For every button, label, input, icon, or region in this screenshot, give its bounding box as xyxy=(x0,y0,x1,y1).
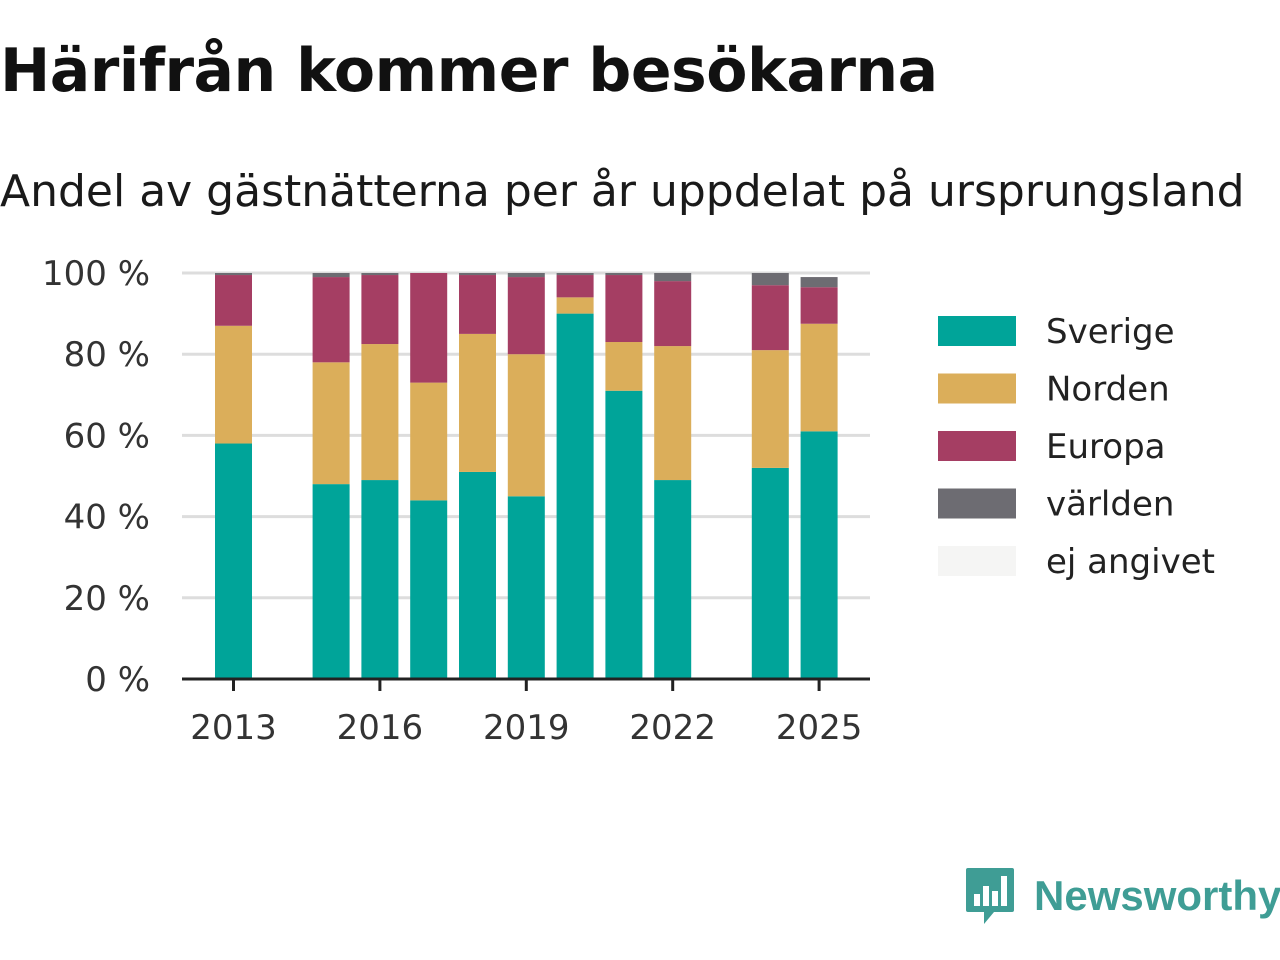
brand-logo: Newsworthy xyxy=(964,866,1280,926)
bar-segment xyxy=(800,431,838,679)
bar-segment xyxy=(361,273,399,276)
bar-segment xyxy=(800,277,838,288)
legend-swatch xyxy=(938,316,1016,346)
bar-segment xyxy=(410,500,448,679)
y-tick-label: 20 % xyxy=(64,579,150,619)
bar-segment xyxy=(215,275,252,326)
x-tick-label: 2025 xyxy=(776,708,863,748)
y-tick-label: 0 % xyxy=(85,660,150,700)
chart-title: Härifrån kommer besökarna xyxy=(0,36,938,106)
x-tick-label: 2016 xyxy=(337,708,424,748)
bar-segment xyxy=(507,273,545,278)
bar-segment xyxy=(751,285,789,351)
legend-swatch xyxy=(938,373,1016,404)
bar-segment xyxy=(507,496,545,679)
bar-segment xyxy=(605,342,643,391)
chart-subtitle: Andel av gästnätterna per år uppdelat på… xyxy=(0,166,1245,217)
bar-segment xyxy=(459,333,496,472)
bars xyxy=(215,273,838,679)
bar-segment xyxy=(605,273,643,276)
bar-segment xyxy=(556,313,594,679)
axes: 0 % 20 % 40 % 60 % 80 % 100 % 2013 2016 2019 2022… xyxy=(42,254,870,748)
legend-swatch xyxy=(938,546,1016,576)
bar-segment xyxy=(654,480,692,679)
legend-label: Norden xyxy=(1046,370,1170,410)
bar-segment xyxy=(751,350,789,468)
bar-segment xyxy=(312,273,350,278)
bar-segment xyxy=(800,323,838,432)
y-tick-label: 80 % xyxy=(64,335,150,375)
bar-segment xyxy=(459,275,496,334)
bar-segment xyxy=(459,471,496,679)
bar-segment xyxy=(459,273,496,276)
bar-segment xyxy=(654,281,692,347)
bar-segment xyxy=(605,275,643,343)
legend-label: Europa xyxy=(1046,427,1165,467)
bar-segment xyxy=(410,273,448,383)
x-tick-label: 2019 xyxy=(483,708,570,748)
y-tick-label: 60 % xyxy=(64,416,150,456)
bar-segment xyxy=(556,273,594,276)
bar-segment xyxy=(215,273,252,276)
bar-segment xyxy=(312,362,350,485)
bar-segment xyxy=(215,443,252,679)
bar-segment xyxy=(361,275,399,345)
bar-segment xyxy=(361,480,399,679)
brand-name: Newsworthy xyxy=(1034,872,1280,919)
y-tick-label: 40 % xyxy=(64,498,150,538)
legend-label: världen xyxy=(1046,485,1174,525)
bar-segment xyxy=(507,277,545,355)
legend-swatch xyxy=(938,431,1016,461)
bar-segment xyxy=(312,277,350,363)
legend-label: Sverige xyxy=(1046,312,1175,352)
legend-label: ej angivet xyxy=(1046,542,1215,582)
bar-segment xyxy=(556,297,594,314)
bar-segment xyxy=(361,344,399,481)
legend-swatch xyxy=(938,488,1016,519)
x-tick-label: 2013 xyxy=(190,708,277,748)
y-tick-label: 100 % xyxy=(42,254,150,294)
legend: Sverige Norden Europa världen ej angivet xyxy=(938,312,1215,582)
bar-segment xyxy=(751,467,789,679)
bar-segment xyxy=(556,275,594,298)
bar-segment xyxy=(410,382,448,501)
bar-segment xyxy=(654,346,692,481)
bar-segment xyxy=(751,273,789,286)
bar-segment xyxy=(800,287,838,324)
bar-segment xyxy=(312,484,350,679)
newsworthy-logo-icon xyxy=(966,868,1014,924)
x-tick-label: 2022 xyxy=(629,708,716,748)
bar-segment xyxy=(605,390,643,679)
bar-segment xyxy=(654,273,692,282)
bar-segment xyxy=(507,354,545,497)
bar-segment xyxy=(215,325,252,444)
